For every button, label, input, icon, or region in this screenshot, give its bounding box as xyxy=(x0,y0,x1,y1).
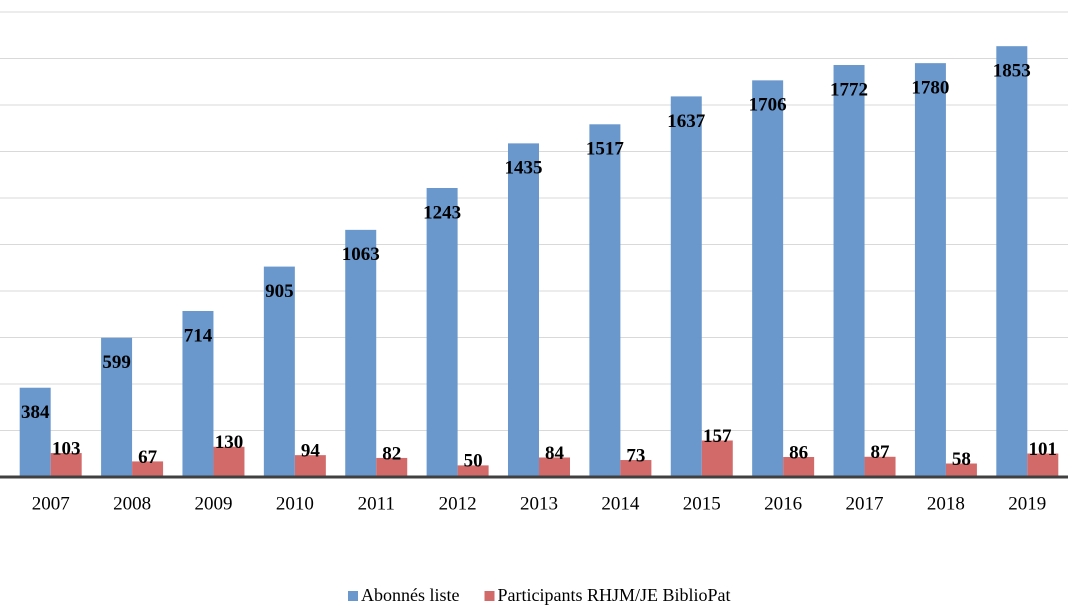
legend-label: Participants RHJM/JE BiblioPat xyxy=(498,585,731,605)
bar xyxy=(833,65,865,477)
bar xyxy=(1027,453,1059,477)
data-label: 714 xyxy=(184,325,213,346)
bar xyxy=(294,455,326,477)
legend-swatch xyxy=(348,591,358,601)
bar xyxy=(864,456,896,477)
bar xyxy=(345,229,377,477)
bar xyxy=(539,457,570,477)
x-tick-label: 2018 xyxy=(927,493,965,514)
bar xyxy=(457,465,489,477)
data-label: 67 xyxy=(138,447,158,468)
bar xyxy=(752,80,784,477)
bar xyxy=(426,188,458,477)
x-tick-label: 2016 xyxy=(764,493,802,514)
bar xyxy=(132,461,164,477)
x-tick-label: 2010 xyxy=(276,493,314,514)
data-label: 101 xyxy=(1029,439,1058,460)
data-label: 86 xyxy=(789,442,808,463)
bar xyxy=(50,453,82,477)
x-tick-label: 2013 xyxy=(520,493,558,514)
data-label: 103 xyxy=(52,438,81,459)
data-label: 87 xyxy=(871,442,891,463)
bar xyxy=(19,387,51,477)
data-label: 1772 xyxy=(830,79,868,100)
legend-swatch xyxy=(484,591,495,601)
x-tick-label: 2011 xyxy=(358,493,395,514)
bar xyxy=(101,337,133,477)
x-tick-label: 2012 xyxy=(439,493,477,514)
data-label: 1435 xyxy=(505,158,543,179)
data-label: 1063 xyxy=(342,244,380,265)
data-label: 1853 xyxy=(993,61,1031,82)
x-tick-label: 2009 xyxy=(194,493,232,514)
legend-label: Abonnés liste xyxy=(361,585,460,605)
bar xyxy=(783,457,815,477)
x-tick-label: 2008 xyxy=(113,493,151,514)
data-label: 157 xyxy=(703,426,732,447)
bar xyxy=(620,460,652,477)
data-label: 130 xyxy=(215,432,244,453)
bar xyxy=(376,457,408,477)
data-label: 58 xyxy=(952,449,971,470)
data-label: 82 xyxy=(382,443,401,464)
data-label: 1243 xyxy=(423,202,461,223)
data-label: 905 xyxy=(265,281,294,302)
bar xyxy=(701,440,733,477)
bar xyxy=(589,124,621,478)
data-label: 1637 xyxy=(667,111,706,132)
x-tick-label: 2017 xyxy=(846,493,884,514)
data-label: 1780 xyxy=(911,78,949,99)
data-label: 84 xyxy=(545,443,565,464)
bar xyxy=(508,143,539,478)
x-tick-label: 2007 xyxy=(32,493,70,514)
data-label: 50 xyxy=(464,451,483,472)
bar xyxy=(213,446,245,477)
x-tick-label: 2019 xyxy=(1008,493,1046,514)
data-label: 1517 xyxy=(586,139,625,160)
x-tick-label: 2015 xyxy=(683,493,721,514)
bar xyxy=(182,310,214,477)
bar xyxy=(263,266,295,477)
data-label: 384 xyxy=(21,402,50,423)
bar xyxy=(945,463,977,477)
bar xyxy=(914,63,946,478)
bar xyxy=(996,46,1028,478)
data-label: 73 xyxy=(626,445,645,466)
x-tick-label: 2014 xyxy=(601,493,640,514)
bar xyxy=(670,96,702,478)
data-label: 599 xyxy=(102,352,131,373)
data-label: 1706 xyxy=(749,95,787,116)
data-label: 94 xyxy=(301,441,321,462)
